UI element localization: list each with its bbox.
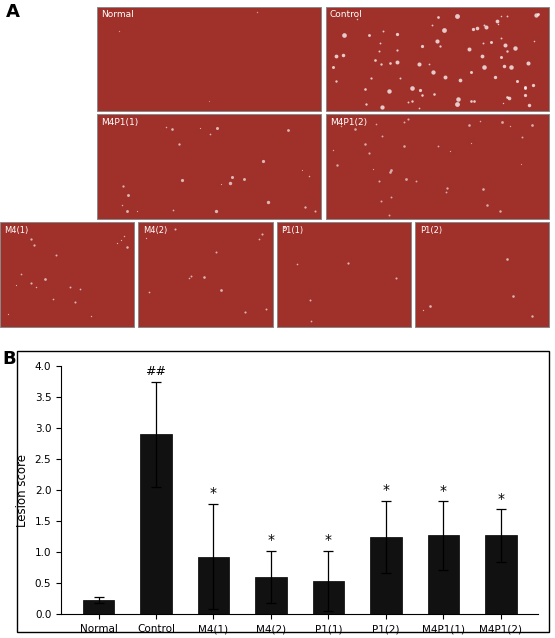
- Text: Normal: Normal: [102, 10, 134, 19]
- Text: A: A: [6, 3, 19, 21]
- Bar: [0, 222, 134, 327]
- Bar: [415, 222, 549, 327]
- Bar: [325, 6, 549, 111]
- Text: Control: Control: [330, 10, 363, 19]
- Text: P1(2): P1(2): [420, 226, 442, 235]
- Text: M4(1): M4(1): [4, 226, 29, 235]
- Bar: [277, 222, 411, 327]
- Text: M4P1(1): M4P1(1): [102, 118, 139, 128]
- Bar: [97, 6, 321, 111]
- Bar: [97, 114, 321, 219]
- Text: B: B: [3, 350, 17, 367]
- Bar: [325, 114, 549, 219]
- Text: P1(1): P1(1): [281, 226, 304, 235]
- Bar: [139, 222, 273, 327]
- Text: M4P1(2): M4P1(2): [330, 118, 367, 128]
- Text: M4(2): M4(2): [143, 226, 167, 235]
